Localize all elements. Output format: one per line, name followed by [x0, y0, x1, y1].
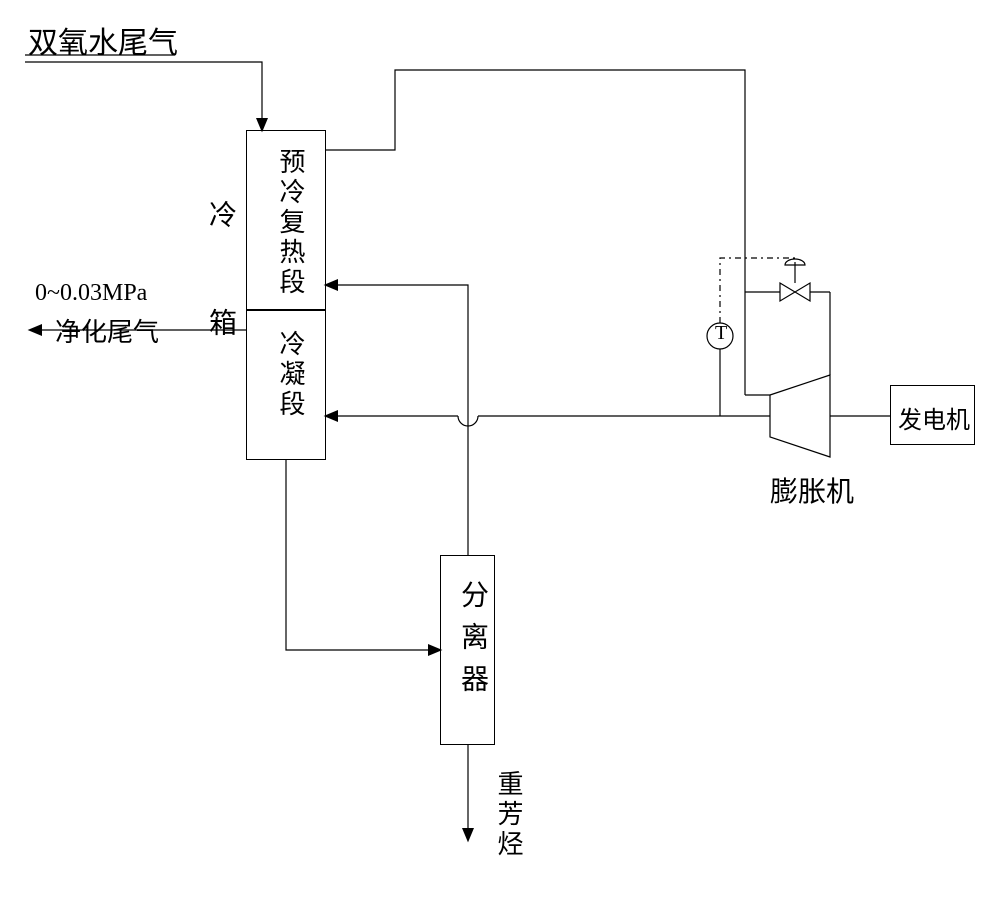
- generator-label: 发电机: [898, 400, 970, 435]
- coldbox-lower-label: 冷凝段: [272, 330, 309, 420]
- coldbox-side-label: 冷箱: [200, 200, 240, 416]
- flow-lines: [0, 0, 1000, 903]
- separator-label: 分离器: [452, 580, 492, 706]
- input-label: 双氧水尾气: [28, 18, 178, 62]
- output-label: 净化尾气: [55, 312, 159, 349]
- output-pressure-label: 0~0.03MPa: [35, 280, 147, 307]
- separator-output-label: 重芳烃: [490, 770, 527, 860]
- temp-sensor-label: T: [715, 322, 727, 345]
- expander-label: 膨胀机: [770, 470, 854, 510]
- coldbox-upper-label: 预冷复热段: [272, 148, 309, 298]
